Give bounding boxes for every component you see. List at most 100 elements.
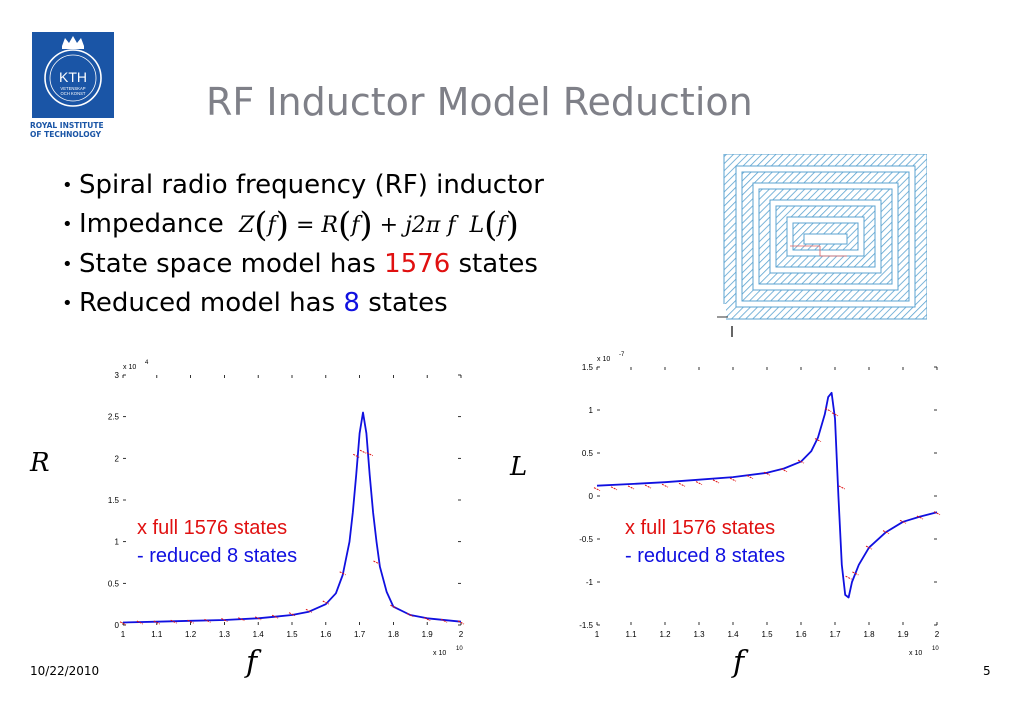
x-tick-label: 1 bbox=[121, 630, 126, 639]
series-marker-full bbox=[933, 511, 941, 516]
logo-caption-1: ROYAL INSTITUTE bbox=[30, 121, 104, 130]
x-multiplier: x 10 bbox=[909, 650, 922, 656]
series-marker-full bbox=[695, 481, 703, 486]
spiral-inductor-diagram bbox=[712, 153, 928, 337]
series-marker-full bbox=[763, 471, 771, 476]
bullet-dot-icon: • bbox=[62, 254, 73, 275]
full-state-count: 1576 bbox=[384, 249, 451, 279]
series-line-reduced bbox=[122, 411, 462, 624]
y-multiplier: x 10 bbox=[597, 356, 610, 363]
x-tick-label: 1.7 bbox=[829, 630, 841, 639]
l-axis-label: L bbox=[510, 452, 528, 482]
series-marker-full bbox=[440, 618, 448, 623]
y-tick-label: 1.5 bbox=[582, 363, 594, 372]
series-marker-full bbox=[916, 515, 924, 520]
series-marker-full bbox=[373, 560, 380, 565]
series-marker-full bbox=[221, 618, 228, 622]
series-marker-full bbox=[136, 620, 144, 625]
series-marker-full bbox=[678, 482, 686, 487]
series-marker-full bbox=[359, 449, 367, 454]
series-marker-full bbox=[746, 475, 754, 480]
series-marker-full bbox=[238, 617, 245, 622]
y-tick-label: 1.5 bbox=[108, 496, 120, 505]
x-tick-label: 1.2 bbox=[659, 630, 671, 639]
series-marker-full bbox=[661, 483, 669, 488]
x-exponent: 10 bbox=[456, 646, 463, 652]
y-tick-label: 0.5 bbox=[108, 579, 120, 588]
x-tick-label: 1.4 bbox=[253, 630, 265, 639]
plot-area bbox=[122, 374, 462, 626]
x-tick-label: 2 bbox=[935, 630, 940, 639]
x-tick-label: 1.8 bbox=[388, 630, 400, 639]
plot-area bbox=[596, 366, 938, 626]
r-x-axis-label: f bbox=[246, 645, 258, 680]
x-tick-label: 1.3 bbox=[693, 630, 705, 639]
x-exponent: 10 bbox=[932, 646, 939, 652]
series-marker-full bbox=[593, 487, 601, 492]
bullet-dot-icon: • bbox=[62, 214, 73, 235]
x-tick-label: 1.8 bbox=[863, 630, 875, 639]
series-marker-full bbox=[780, 468, 788, 473]
legend-reduced-entry: - reduced 8 states bbox=[625, 545, 786, 567]
l-chart: -1.5 -1 -0.5 0 0.5 1 1.5 1 1.1 1.2 1.3 1.4 1.5 1.6 1.7… bbox=[579, 352, 941, 656]
y-tick-label: 2 bbox=[115, 454, 120, 463]
series-marker-full bbox=[797, 459, 805, 464]
series-marker-full bbox=[390, 604, 397, 609]
y-multiplier: x 10 bbox=[123, 364, 136, 371]
series-marker-full bbox=[838, 485, 846, 490]
x-multiplier: x 10 bbox=[433, 650, 446, 655]
y-tick-label: 0 bbox=[115, 621, 120, 630]
y-tick-label: 0.5 bbox=[582, 449, 594, 458]
series-marker-full bbox=[814, 438, 822, 443]
kth-logo: KTH VETENSKAP OCH KONST bbox=[32, 32, 114, 118]
y-tick-label: -1.5 bbox=[579, 621, 593, 630]
logo-text: KTH bbox=[59, 69, 87, 85]
x-tick-label: 1.2 bbox=[185, 630, 197, 639]
y-tick-label: 3 bbox=[115, 371, 120, 380]
l-chart-legend: x full 1576 states - reduced 8 states bbox=[625, 514, 785, 570]
page-number: 5 bbox=[983, 664, 991, 678]
legend-full-entry: x full 1576 states bbox=[625, 517, 776, 539]
series-marker-full bbox=[271, 614, 279, 619]
slide-title: RF Inductor Model Reduction bbox=[206, 80, 753, 124]
series-marker-full bbox=[288, 612, 296, 617]
y-tick-label: -1 bbox=[586, 578, 594, 587]
y-exponent: -7 bbox=[619, 352, 625, 358]
legend-full-entry: x full 1576 states bbox=[137, 517, 288, 539]
series-marker-full bbox=[407, 613, 414, 617]
bullet-list: • Spiral radio frequency (RF) inductor • I… bbox=[62, 166, 544, 323]
logo-caption: ROYAL INSTITUTE OF TECHNOLOGY bbox=[30, 121, 120, 139]
bullet-item: • State space model has 1576 states bbox=[62, 245, 544, 284]
bullet-dot-icon: • bbox=[62, 293, 73, 314]
bullet-text: Impedance bbox=[79, 209, 224, 239]
series-marker-full bbox=[644, 484, 652, 489]
series-marker-full bbox=[457, 620, 465, 625]
y-tick-label: 1 bbox=[589, 406, 594, 415]
series-marker-full bbox=[882, 530, 890, 535]
x-tick-label: 1 bbox=[595, 630, 600, 639]
x-tick-label: 1.9 bbox=[897, 630, 909, 639]
x-tick-label: 1.6 bbox=[795, 630, 807, 639]
y-tick-label: 2.5 bbox=[108, 413, 120, 422]
series-marker-full bbox=[899, 519, 907, 524]
series-marker-full bbox=[352, 453, 360, 458]
series-marker-full bbox=[852, 571, 859, 576]
r-chart: 0 0.5 1 1.5 2 2.5 3 1 1.1 1.2 1.3 1.4 1.5 1.6 1.7 1.8 1.… bbox=[108, 360, 465, 655]
x-tick-label: 1.7 bbox=[354, 630, 366, 639]
series-marker-full bbox=[187, 619, 194, 624]
y-tick-label: 0 bbox=[589, 492, 594, 501]
l-x-axis-label: f bbox=[733, 645, 745, 680]
logo-caption-2: OF TECHNOLOGY bbox=[30, 130, 102, 139]
series-marker-full bbox=[845, 575, 852, 580]
footer-date: 10/22/2010 bbox=[30, 664, 100, 678]
x-tick-label: 1.9 bbox=[422, 630, 434, 639]
x-tick-label: 1.5 bbox=[761, 630, 773, 639]
x-tick-label: 1.4 bbox=[727, 630, 739, 639]
x-tick-label: 1.6 bbox=[320, 630, 332, 639]
impedance-formula: Z(f) = R(f) + j2π f L(f) bbox=[238, 205, 519, 245]
y-tick-label: 1 bbox=[115, 538, 120, 547]
bullet-dot-icon: • bbox=[62, 175, 73, 196]
x-tick-label: 1.5 bbox=[286, 630, 298, 639]
series-marker-full bbox=[305, 608, 313, 613]
series-marker-full bbox=[729, 477, 737, 482]
